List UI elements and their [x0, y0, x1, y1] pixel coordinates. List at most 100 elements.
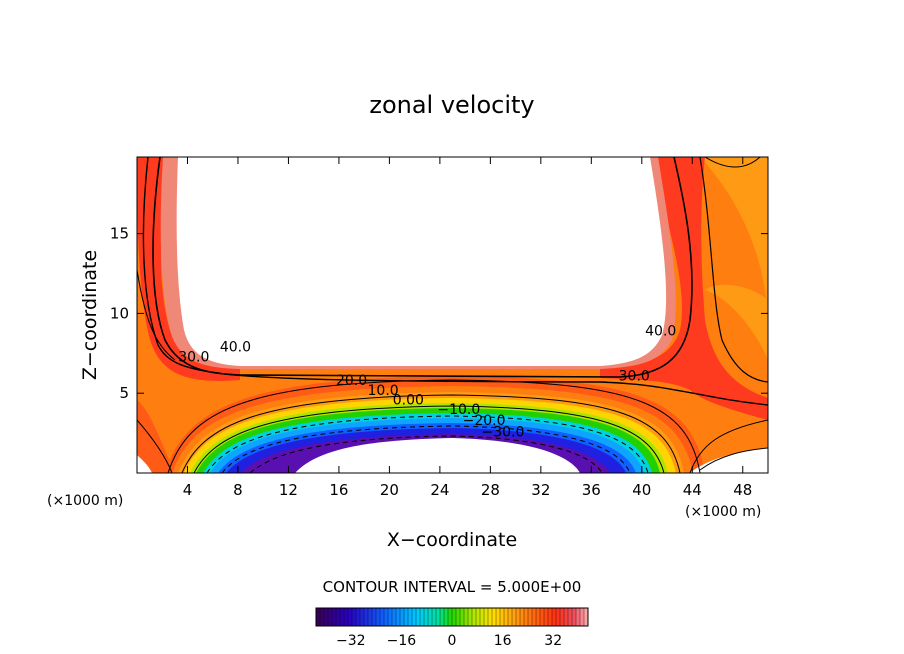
colorbar-tick-label: −32: [336, 633, 366, 649]
x-tick-label: 40: [632, 481, 651, 499]
right-light-patch: [705, 284, 768, 360]
colorbar-cell: [564, 608, 569, 626]
contour-left-edge: [137, 269, 176, 361]
colorbar-cell: [340, 608, 345, 626]
colorbar-cell: [428, 608, 433, 626]
bottom-left-white: [137, 455, 152, 473]
colorbar-cell: [524, 608, 529, 626]
colorbar-cell: [464, 608, 469, 626]
colorbar-cell: [472, 608, 477, 626]
colorbar-cell: [440, 608, 445, 626]
colorbar-cell: [324, 608, 329, 626]
colorbar-cell: [436, 608, 441, 626]
contour-label: 40.0: [220, 340, 251, 356]
x-tick-label: 4: [183, 481, 193, 499]
colorbar-cell: [540, 608, 545, 626]
colorbar-cell: [352, 608, 357, 626]
plot-frame: [136, 156, 769, 474]
colorbar-frame: [315, 607, 589, 627]
colorbar: [315, 608, 589, 626]
x-tick-label: 12: [279, 481, 298, 499]
colorbar-cell: [420, 608, 425, 626]
contour-lines: [137, 157, 768, 473]
x-tick-label: 44: [683, 481, 702, 499]
colorbar-cell: [460, 608, 465, 626]
colorbar-cell: [512, 608, 517, 626]
contour-bottom-right-2: [699, 447, 768, 471]
x-tick-label: 8: [233, 481, 243, 499]
contour-10: [181, 394, 681, 473]
colorbar-cell: [572, 608, 577, 626]
colorbar-cell: [432, 608, 437, 626]
x-tick-label: 24: [430, 481, 449, 499]
contour-top-right: [704, 157, 761, 168]
chart-title: zonal velocity: [369, 91, 534, 119]
colorbar-ticks: −32 −16 0 16 32: [336, 633, 562, 649]
colorbar-cell: [408, 608, 413, 626]
x-unit-right: (×1000 m): [685, 504, 761, 520]
colorbar-cell: [344, 608, 349, 626]
colorbar-cell: [336, 608, 341, 626]
contour-neg10: [206, 415, 649, 473]
lower-white-region: [295, 438, 580, 473]
colorbar-cell: [496, 608, 501, 626]
right-light-region: [700, 157, 768, 330]
contour-30: [142, 157, 768, 406]
contour-20: [167, 379, 701, 473]
colorbar-cell: [556, 608, 561, 626]
colorbar-cell: [424, 608, 429, 626]
colorbar-cell: [492, 608, 497, 626]
contour-label: −20.0: [463, 413, 506, 429]
x-axis-ticks: 4 8 12 16 20 24 28 32 36 40 44 48: [183, 157, 752, 499]
colorbar-cell: [372, 608, 377, 626]
colorbar-cell: [476, 608, 481, 626]
x-tick-label: 36: [582, 481, 601, 499]
contour-label: 40.0: [645, 324, 676, 340]
bottom-left-patch: [137, 400, 175, 473]
colorbar-cell: [500, 608, 505, 626]
colorbar-cell: [552, 608, 557, 626]
y-tick-label: 5: [119, 384, 129, 402]
contour-bottom-left: [137, 419, 173, 473]
colorbar-cell: [356, 608, 361, 626]
bottom-right-white: [690, 448, 768, 473]
colorbar-cell: [508, 608, 513, 626]
colorbar-cell: [548, 608, 553, 626]
colorbar-cell: [584, 608, 589, 626]
contour-label: 30.0: [619, 368, 650, 384]
colorbar-cell: [392, 608, 397, 626]
heatmap-field: 40.0 30.0 40.0 30.0 20.010.00.00 −10.0−20.0−3…: [137, 157, 768, 473]
colorbar-cell: [364, 608, 369, 626]
contour-label: 20.0: [336, 373, 367, 389]
colorbar-cell: [544, 608, 549, 626]
colorbar-cell: [316, 608, 321, 626]
colorbar-cell: [380, 608, 385, 626]
y-tick-label: 10: [110, 304, 129, 322]
contour-label: −30.0: [482, 424, 525, 440]
x-tick-label: 48: [733, 481, 752, 499]
contour-label: 0.00: [393, 392, 424, 408]
colorbar-cell: [400, 608, 405, 626]
colorbar-cell: [480, 608, 485, 626]
colorbar-cell: [568, 608, 573, 626]
colorbar-cell: [520, 608, 525, 626]
contour-label: 30.0: [178, 349, 209, 365]
colorbar-cell: [468, 608, 473, 626]
contour-labels: 40.0 30.0 40.0 30.0 20.010.00.00 −10.0−20.0−3…: [178, 324, 676, 441]
colorbar-cell: [504, 608, 509, 626]
colorbar-cell: [348, 608, 353, 626]
contour-interval-text: CONTOUR INTERVAL = 5.000E+00: [323, 578, 582, 596]
y-axis-label: Z−coordinate: [79, 250, 101, 380]
x-unit-left: (×1000 m): [47, 493, 123, 509]
contour-label: 10.0: [368, 383, 399, 399]
x-tick-label: 32: [531, 481, 550, 499]
colorbar-tick-label: −16: [387, 633, 417, 649]
contour-neg20: [221, 425, 631, 473]
colorbar-cell: [404, 608, 409, 626]
contour-30-right: [699, 157, 768, 383]
colorbar-tick-label: 32: [544, 633, 562, 649]
colorbar-cell: [484, 608, 489, 626]
colorbar-cell: [536, 608, 541, 626]
contour-neg30: [249, 435, 603, 473]
